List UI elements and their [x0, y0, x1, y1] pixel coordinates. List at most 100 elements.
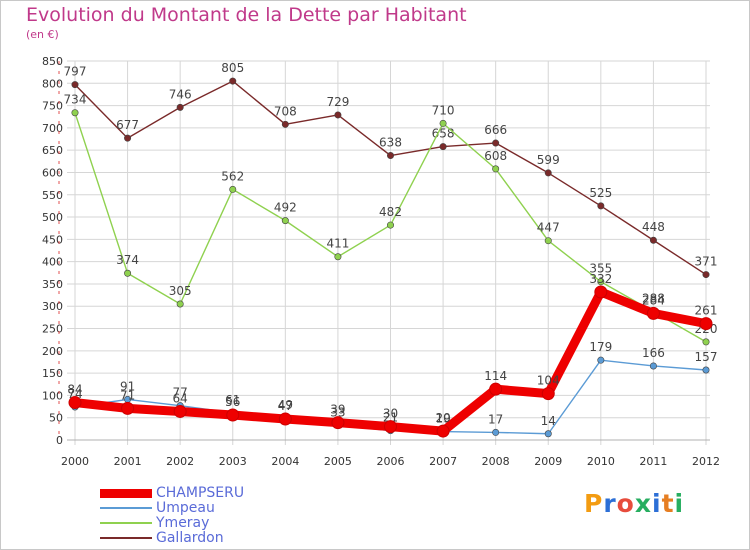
y-tick-label: 850 — [42, 55, 63, 68]
data-label: 746 — [169, 87, 192, 101]
y-tick-label: 550 — [42, 189, 63, 202]
data-label: 448 — [642, 220, 665, 234]
data-label: 56 — [225, 395, 240, 409]
data-label: 525 — [589, 186, 612, 200]
data-label: 305 — [169, 284, 192, 298]
data-label: 658 — [432, 127, 455, 141]
y-tick-label: 600 — [42, 166, 63, 179]
legend-label: Ymeray — [156, 515, 210, 531]
data-label: 30 — [383, 407, 398, 421]
data-label: 355 — [589, 262, 612, 276]
x-tick-label: 2006 — [377, 455, 405, 468]
data-label: 39 — [330, 403, 345, 417]
data-point — [439, 119, 447, 127]
data-label: 20 — [435, 411, 450, 425]
data-point — [173, 404, 187, 418]
data-point — [71, 109, 79, 117]
data-label: 332 — [589, 272, 612, 286]
data-label: 599 — [537, 153, 560, 167]
data-point — [489, 382, 503, 396]
x-tick-label: 2002 — [166, 455, 194, 468]
x-tick-label: 2008 — [482, 455, 510, 468]
logo-letter: P — [584, 489, 604, 518]
y-tick-label: 750 — [42, 100, 63, 113]
y-tick-label: 100 — [42, 389, 63, 402]
data-point — [541, 387, 555, 401]
y-tick-label: 0 — [56, 434, 63, 447]
x-tick-label: 2010 — [587, 455, 615, 468]
data-point — [649, 362, 657, 370]
x-tick-label: 2012 — [692, 455, 720, 468]
data-label: 797 — [64, 65, 87, 79]
data-point — [439, 143, 447, 151]
data-label: 261 — [695, 304, 718, 318]
x-tick-label: 2011 — [639, 455, 667, 468]
data-label: 374 — [116, 253, 139, 267]
data-label: 708 — [274, 104, 297, 118]
data-label: 64 — [173, 391, 188, 405]
data-point — [544, 169, 552, 177]
data-label: 21 — [383, 411, 398, 425]
data-point — [649, 236, 657, 244]
y-tick-label: 700 — [42, 122, 63, 135]
logo-letter: t — [661, 489, 675, 518]
data-label: 179 — [589, 340, 612, 354]
y-tick-label: 150 — [42, 367, 63, 380]
data-point — [226, 408, 240, 422]
data-point — [702, 338, 710, 346]
data-point — [492, 428, 500, 436]
legend-swatch — [100, 537, 152, 539]
data-point — [544, 237, 552, 245]
data-point — [334, 111, 342, 119]
legend-swatch — [100, 489, 152, 498]
logo-letter: x — [634, 489, 652, 518]
legend-label: CHAMPSERU — [156, 485, 245, 501]
data-point — [597, 356, 605, 364]
data-label: 284 — [642, 293, 665, 307]
data-point — [229, 185, 237, 193]
data-label: 482 — [379, 205, 402, 219]
data-label: 492 — [274, 201, 297, 215]
data-label: 411 — [326, 237, 349, 251]
y-tick-label: 450 — [42, 233, 63, 246]
legend-swatch — [100, 522, 152, 524]
data-label: 84 — [67, 383, 82, 397]
data-point — [121, 401, 135, 415]
data-label: 17 — [488, 412, 503, 426]
data-label: 729 — [326, 95, 349, 109]
data-label: 638 — [379, 136, 402, 150]
data-point — [436, 424, 450, 438]
data-point — [68, 396, 82, 410]
legend-label: Gallardon — [156, 530, 224, 546]
data-label: 61 — [225, 393, 240, 407]
data-label: 677 — [116, 118, 139, 132]
data-label: 371 — [695, 255, 718, 269]
logo-letter: o — [616, 489, 635, 518]
data-point — [281, 120, 289, 128]
logo-letter: i — [674, 489, 685, 518]
x-tick-label: 2007 — [429, 455, 457, 468]
data-point — [492, 165, 500, 173]
data-point — [386, 221, 394, 229]
data-label: 288 — [642, 292, 665, 306]
data-point — [699, 317, 713, 331]
data-label: 166 — [642, 346, 665, 360]
data-point — [334, 253, 342, 261]
data-label: 734 — [64, 93, 87, 107]
data-point — [544, 430, 552, 438]
data-label: 14 — [541, 414, 556, 428]
x-tick-label: 2005 — [324, 455, 352, 468]
data-point — [176, 103, 184, 111]
x-tick-label: 2009 — [534, 455, 562, 468]
data-label: 157 — [695, 350, 718, 364]
data-label: 19 — [435, 412, 450, 426]
y-tick-label: 800 — [42, 77, 63, 90]
data-point — [176, 300, 184, 308]
data-point — [646, 306, 660, 320]
chart-unit: (en €) — [26, 28, 59, 41]
data-point — [492, 139, 500, 147]
legend-swatch — [100, 507, 152, 509]
data-point — [278, 412, 292, 426]
data-point — [71, 81, 79, 89]
